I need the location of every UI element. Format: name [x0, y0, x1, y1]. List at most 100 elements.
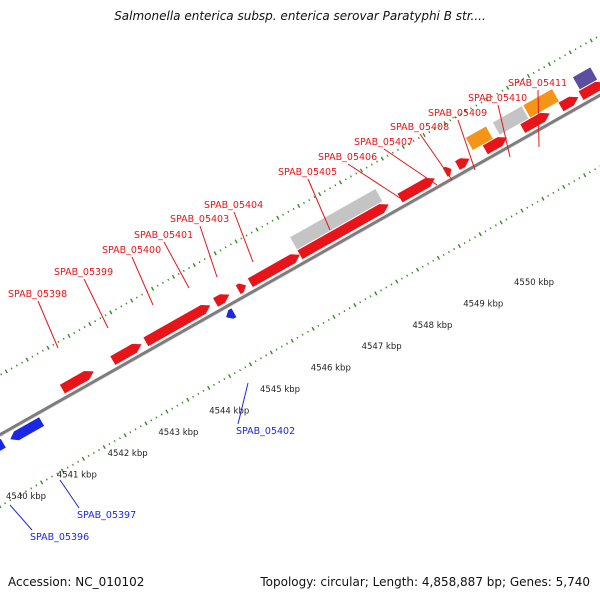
forward-gene-arrow: [247, 254, 300, 288]
orange-feature-block: [523, 89, 559, 118]
upper-tick-mark: [338, 180, 343, 185]
lower-tick-mark: [265, 354, 268, 357]
upper-tick-mark: [537, 68, 540, 72]
lower-tick-mark: [35, 484, 38, 487]
lower-tick-mark: [176, 404, 179, 407]
upper-tick-mark: [88, 322, 92, 327]
upper-tick-mark: [78, 328, 81, 332]
lower-tick-mark: [51, 475, 54, 478]
lower-tick-mark: [150, 419, 153, 422]
lower-tick-mark: [155, 416, 158, 419]
lower-tick-mark: [144, 421, 148, 426]
upper-tick-mark: [443, 121, 447, 126]
lower-tick-mark: [395, 279, 399, 284]
purple-feature-block: [572, 67, 598, 90]
lower-tick-mark: [181, 401, 184, 404]
forward-gene-leader: [347, 163, 401, 199]
lower-tick-mark: [66, 466, 69, 469]
upper-tick-mark: [401, 144, 405, 149]
forward-gene-leader: [37, 300, 59, 349]
forward-gene-label: SPAB_05411: [508, 78, 567, 89]
reverse-gene-label: SPAB_05397: [77, 510, 136, 521]
lower-tick-mark: [129, 431, 132, 434]
upper-tick-mark: [120, 305, 123, 308]
upper-tick-mark: [41, 349, 44, 352]
forward-gene-leader: [307, 178, 331, 231]
lower-tick-mark: [588, 171, 591, 174]
forward-gene-arrow: [235, 283, 246, 294]
lower-tick-mark: [171, 407, 174, 410]
upper-tick-mark: [46, 345, 50, 350]
upper-tick-mark: [240, 237, 243, 240]
reverse-gene-arrow: [10, 417, 45, 441]
upper-tick-mark: [475, 104, 478, 107]
upper-tick-mark: [579, 45, 582, 48]
reverse-gene-leader: [237, 382, 249, 425]
kbp-label: 4543 kbp: [158, 428, 198, 438]
upper-tick-mark: [203, 258, 206, 261]
lower-tick-mark: [192, 395, 195, 398]
lower-tick-mark: [202, 389, 205, 392]
forward-gene-leader: [497, 104, 511, 158]
upper-tick-mark: [229, 243, 232, 246]
lower-tick-mark: [463, 242, 466, 245]
upper-tick-mark: [370, 163, 373, 166]
upper-tick-mark: [224, 246, 227, 249]
upper-tick-mark: [490, 95, 493, 98]
lower-tick-mark: [19, 492, 23, 497]
upper-tick-mark: [266, 222, 269, 225]
lower-tick-mark: [385, 286, 388, 289]
forward-gene-label: SPAB_05406: [318, 152, 377, 163]
lower-tick-mark: [484, 230, 487, 233]
map-title: Salmonella enterica subsp. enterica sero…: [114, 9, 486, 23]
reverse-gene-label: SPAB_05402: [236, 426, 295, 437]
upper-tick-mark: [94, 320, 97, 323]
forward-gene-arrow: [213, 294, 230, 307]
upper-tick-mark: [480, 101, 483, 104]
upper-tick-mark: [329, 187, 332, 190]
forward-gene-leader: [419, 133, 453, 181]
upper-tick-mark: [99, 317, 102, 320]
upper-tick-mark: [161, 281, 164, 284]
upper-tick-mark: [496, 92, 499, 95]
upper-tick-mark: [376, 160, 379, 163]
upper-tick-mark: [287, 210, 290, 213]
lower-tick-mark: [212, 383, 215, 387]
lower-tick-mark: [269, 350, 273, 355]
lower-tick-mark: [306, 330, 309, 333]
upper-tick-mark: [192, 262, 196, 268]
genome-summary: Topology: circular; Length: 4,858,887 bp…: [260, 575, 590, 589]
lower-tick-mark: [39, 480, 44, 485]
lower-tick-mark: [457, 243, 461, 249]
forward-gene-label: SPAB_05405: [278, 167, 337, 178]
upper-tick-mark: [417, 136, 420, 140]
lower-tick-mark: [327, 318, 330, 321]
forward-gene-arrow: [110, 343, 142, 365]
lower-tick-mark: [520, 208, 524, 213]
lower-tick-mark: [536, 200, 539, 203]
lower-tick-mark: [186, 397, 190, 402]
reverse-gene-arrow: [226, 308, 237, 319]
lower-tick-mark: [9, 499, 12, 502]
upper-tick-mark: [428, 131, 431, 134]
kbp-label: 4547 kbp: [362, 342, 402, 352]
lower-tick-mark: [505, 218, 508, 221]
lower-tick-mark: [118, 437, 121, 440]
forward-gene-leader: [163, 241, 190, 289]
lower-tick-mark: [578, 177, 581, 180]
lower-tick-mark: [87, 454, 90, 457]
lower-tick-mark: [573, 179, 576, 183]
upper-tick-mark: [396, 148, 399, 151]
upper-tick-mark: [365, 166, 368, 169]
lower-tick-mark: [301, 333, 304, 336]
upper-tick-mark: [115, 308, 117, 311]
lower-tick-mark: [275, 348, 278, 351]
upper-tick-mark: [501, 89, 504, 92]
upper-tick-mark: [245, 234, 248, 237]
lower-tick-mark: [400, 277, 403, 280]
upper-tick-mark: [62, 337, 65, 340]
lower-tick-mark: [233, 372, 236, 375]
upper-tick-mark: [449, 119, 452, 122]
upper-tick-mark: [73, 331, 76, 335]
